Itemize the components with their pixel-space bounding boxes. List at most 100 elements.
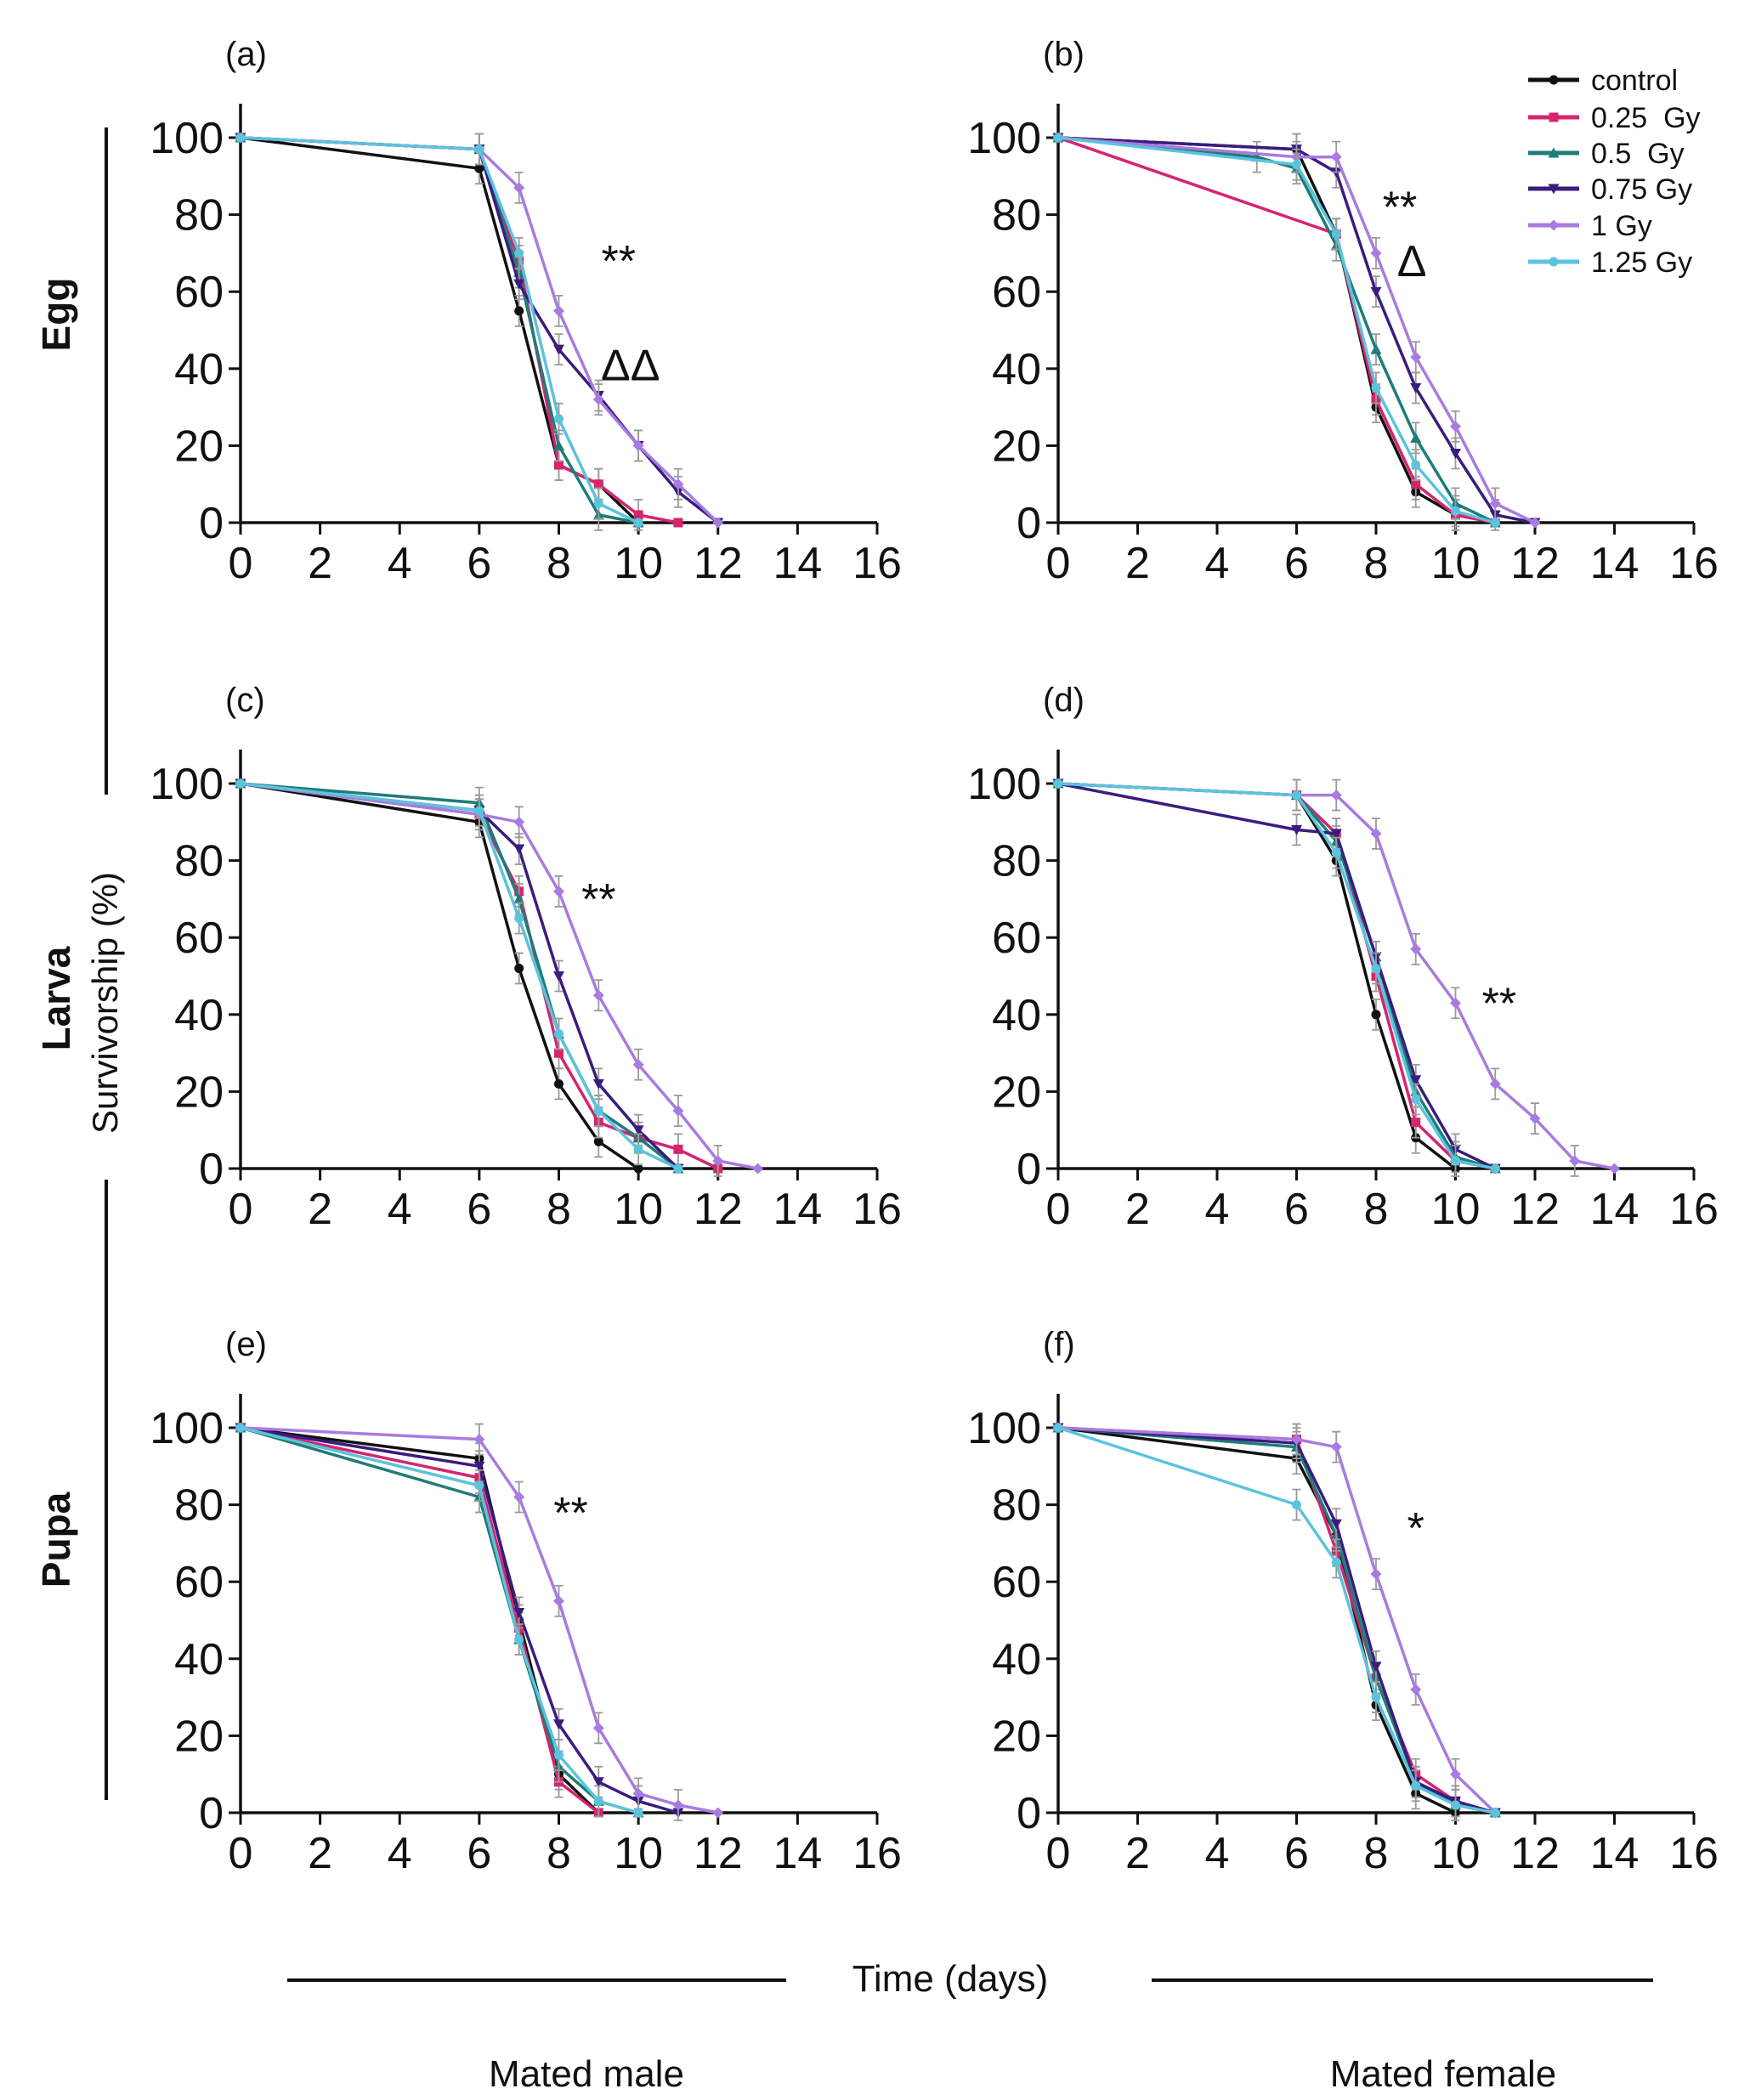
series-0.25gy <box>235 133 683 531</box>
series-control <box>235 778 643 1174</box>
data-point-1gy <box>513 182 525 194</box>
data-point-0.25gy <box>673 1144 683 1154</box>
x-tick-label: 16 <box>852 1829 902 1878</box>
significance-annotation: ** <box>553 1489 587 1538</box>
series-line-control <box>240 136 640 524</box>
series-line-0.75gy <box>240 782 680 1170</box>
x-tick-label: 2 <box>308 1829 332 1878</box>
data-point-1gy <box>553 886 564 897</box>
y-tick-label: 0 <box>199 1789 224 1838</box>
data-point-1.25gy <box>1451 1800 1460 1810</box>
x-tick-label: 0 <box>1046 539 1071 588</box>
y-tick-label: 0 <box>199 1145 224 1194</box>
x-tick-label: 6 <box>1284 539 1309 588</box>
data-point-1gy <box>513 1492 525 1503</box>
data-point-1.25gy <box>1411 1780 1421 1791</box>
x-tick-label: 8 <box>1364 1185 1389 1234</box>
series-line-0.75gy <box>1057 136 1536 524</box>
x-tick-label: 10 <box>614 1185 663 1234</box>
y-tick-label: 100 <box>967 1404 1041 1453</box>
series-0.25gy <box>235 1423 603 1818</box>
data-point-1gy <box>1609 1163 1620 1175</box>
y-tick-label: 100 <box>150 760 224 809</box>
data-point-1gy <box>632 1059 644 1071</box>
x-tick-label: 16 <box>852 1185 902 1234</box>
column-label-male: Mated male <box>489 2053 684 2095</box>
series-line-control <box>1057 1426 1457 1814</box>
data-point-1.25gy <box>235 1423 246 1433</box>
data-point-1.25gy <box>1490 1163 1500 1174</box>
data-point-1gy <box>1370 1568 1382 1580</box>
x-tick-label: 12 <box>1510 1185 1560 1234</box>
data-point-1.25gy <box>1411 1094 1421 1104</box>
data-point-1gy <box>712 517 724 529</box>
x-tick-label: 8 <box>1364 1829 1389 1878</box>
series-line-0.25gy <box>240 782 719 1170</box>
y-tick-label: 100 <box>967 114 1041 163</box>
data-point-control <box>593 1136 603 1146</box>
panel-label: (d) <box>1043 682 1085 719</box>
data-point-0.5gy <box>513 893 525 904</box>
x-tick-label: 6 <box>1284 1829 1309 1878</box>
data-point-1.25gy <box>1451 506 1460 516</box>
data-point-0.75gy <box>592 1777 604 1788</box>
legend-label-0.25gy: 0.25 Gy <box>1591 102 1701 134</box>
data-point-0.75gy <box>1330 829 1342 840</box>
series-line-0.5gy <box>1057 782 1496 1170</box>
data-point-1gy <box>1410 1684 1422 1695</box>
y-tick-label: 20 <box>992 422 1041 471</box>
data-point-1.25gy <box>1490 1808 1500 1818</box>
data-point-1.25gy <box>1053 133 1063 143</box>
x-tick-label: 10 <box>1431 1185 1481 1234</box>
y-tick-label: 40 <box>992 1635 1041 1684</box>
x-tick-label: 14 <box>1590 1829 1640 1878</box>
series-1.25gy <box>235 778 683 1174</box>
x-tick-label: 0 <box>229 1829 253 1878</box>
data-point-0.75gy <box>592 1078 604 1090</box>
x-tick-label: 4 <box>388 539 412 588</box>
x-tick-label: 6 <box>467 539 491 588</box>
data-point-control <box>1371 1010 1381 1020</box>
data-point-1.25gy <box>474 1480 484 1491</box>
series-line-0.5gy <box>240 782 679 1170</box>
data-point-0.75gy <box>1450 448 1461 459</box>
data-point-1gy <box>672 1799 684 1811</box>
series-0.25gy <box>1053 133 1500 531</box>
x-tick-label: 10 <box>1431 1829 1481 1878</box>
legend-entry-0.25gy: 0.25 Gy <box>1528 102 1701 134</box>
panel-label: (a) <box>225 36 267 73</box>
x-tick-label: 0 <box>229 539 253 588</box>
legend-marker-1.25gy <box>1549 257 1559 267</box>
legend-entry-1.25gy: 1.25 Gy <box>1528 246 1692 279</box>
x-tick-label: 6 <box>467 1185 491 1234</box>
data-point-0.75gy <box>1370 1661 1382 1673</box>
legend-entry-control: control <box>1528 65 1678 97</box>
data-point-1gy <box>592 989 604 1001</box>
x-tick-label: 10 <box>614 1829 663 1878</box>
data-point-0.5gy <box>1370 343 1382 354</box>
series-1gy <box>1052 132 1541 529</box>
legend-marker-control <box>1549 75 1559 85</box>
series-line-control <box>1057 782 1457 1170</box>
data-point-1gy <box>1370 828 1382 840</box>
series-line-0.5gy <box>1057 136 1497 524</box>
series-1.25gy <box>1053 778 1500 1177</box>
x-tick-label: 14 <box>773 1185 822 1234</box>
data-point-0.75gy <box>553 971 564 982</box>
series-line-1gy <box>1057 782 1615 1170</box>
data-point-1.25gy <box>514 1634 524 1644</box>
series-line-control <box>240 782 640 1170</box>
series-control <box>1053 133 1500 531</box>
series-1gy <box>1052 1422 1501 1819</box>
series-line-0.5gy <box>1057 1426 1496 1814</box>
data-point-1gy <box>1410 943 1422 955</box>
data-point-0.75gy <box>513 279 525 290</box>
y-tick-label: 100 <box>150 1404 224 1453</box>
data-point-1gy <box>1410 351 1422 363</box>
series-1gy <box>235 1422 724 1821</box>
data-point-0.75gy <box>553 344 564 355</box>
series-0.5gy <box>1052 1422 1501 1821</box>
series-line-0.25gy <box>240 136 679 524</box>
data-point-0.25gy <box>1411 1118 1421 1128</box>
y-tick-label: 80 <box>992 191 1041 241</box>
